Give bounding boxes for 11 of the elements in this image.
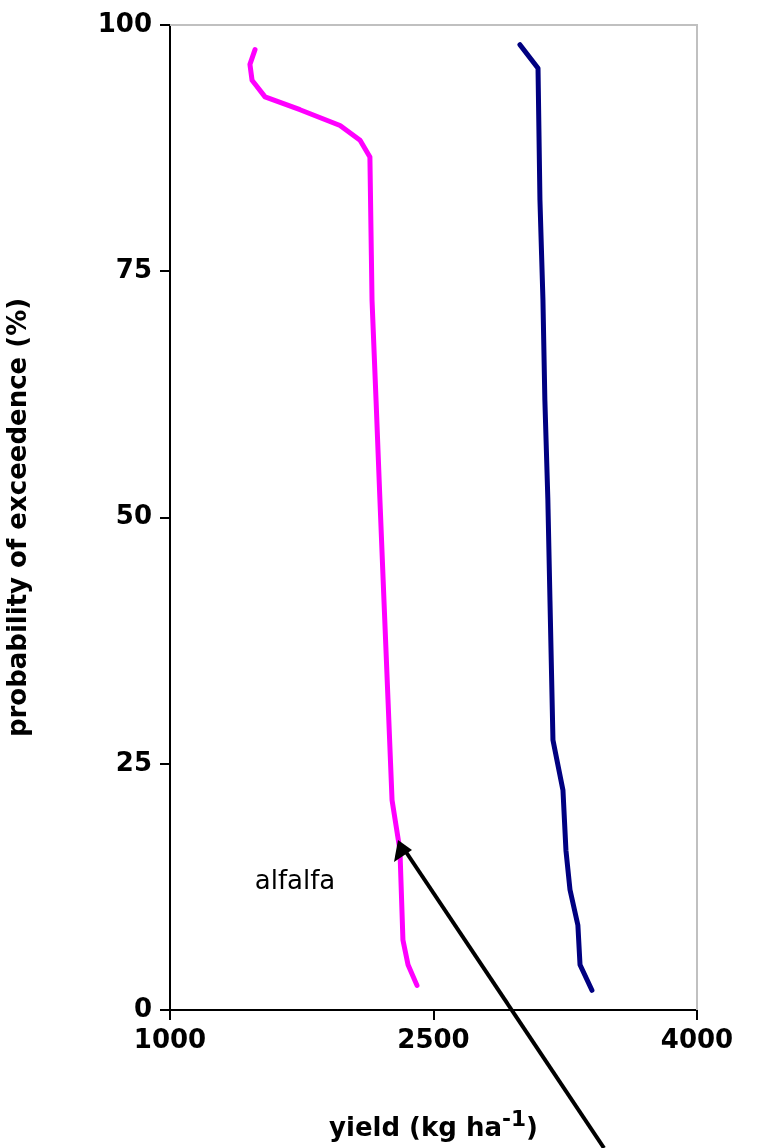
y-tick-label: 100 — [97, 7, 152, 38]
x-tick-label: 4000 — [660, 1024, 734, 1055]
y-tick-label: 0 — [133, 992, 152, 1023]
x-axis-title: yield (kg ha$^{-1}$) — [328, 1106, 539, 1142]
y-tick-label: 75 — [115, 254, 152, 284]
x-tick-label: 1000 — [133, 1024, 207, 1055]
y-tick-label: 25 — [115, 746, 152, 777]
y-axis-title: probability of exceedence (%) — [2, 297, 33, 738]
annotation: alfalfa — [254, 864, 336, 895]
x-tick-label: 2500 — [397, 1024, 470, 1055]
y-tick-label: 50 — [115, 500, 152, 531]
